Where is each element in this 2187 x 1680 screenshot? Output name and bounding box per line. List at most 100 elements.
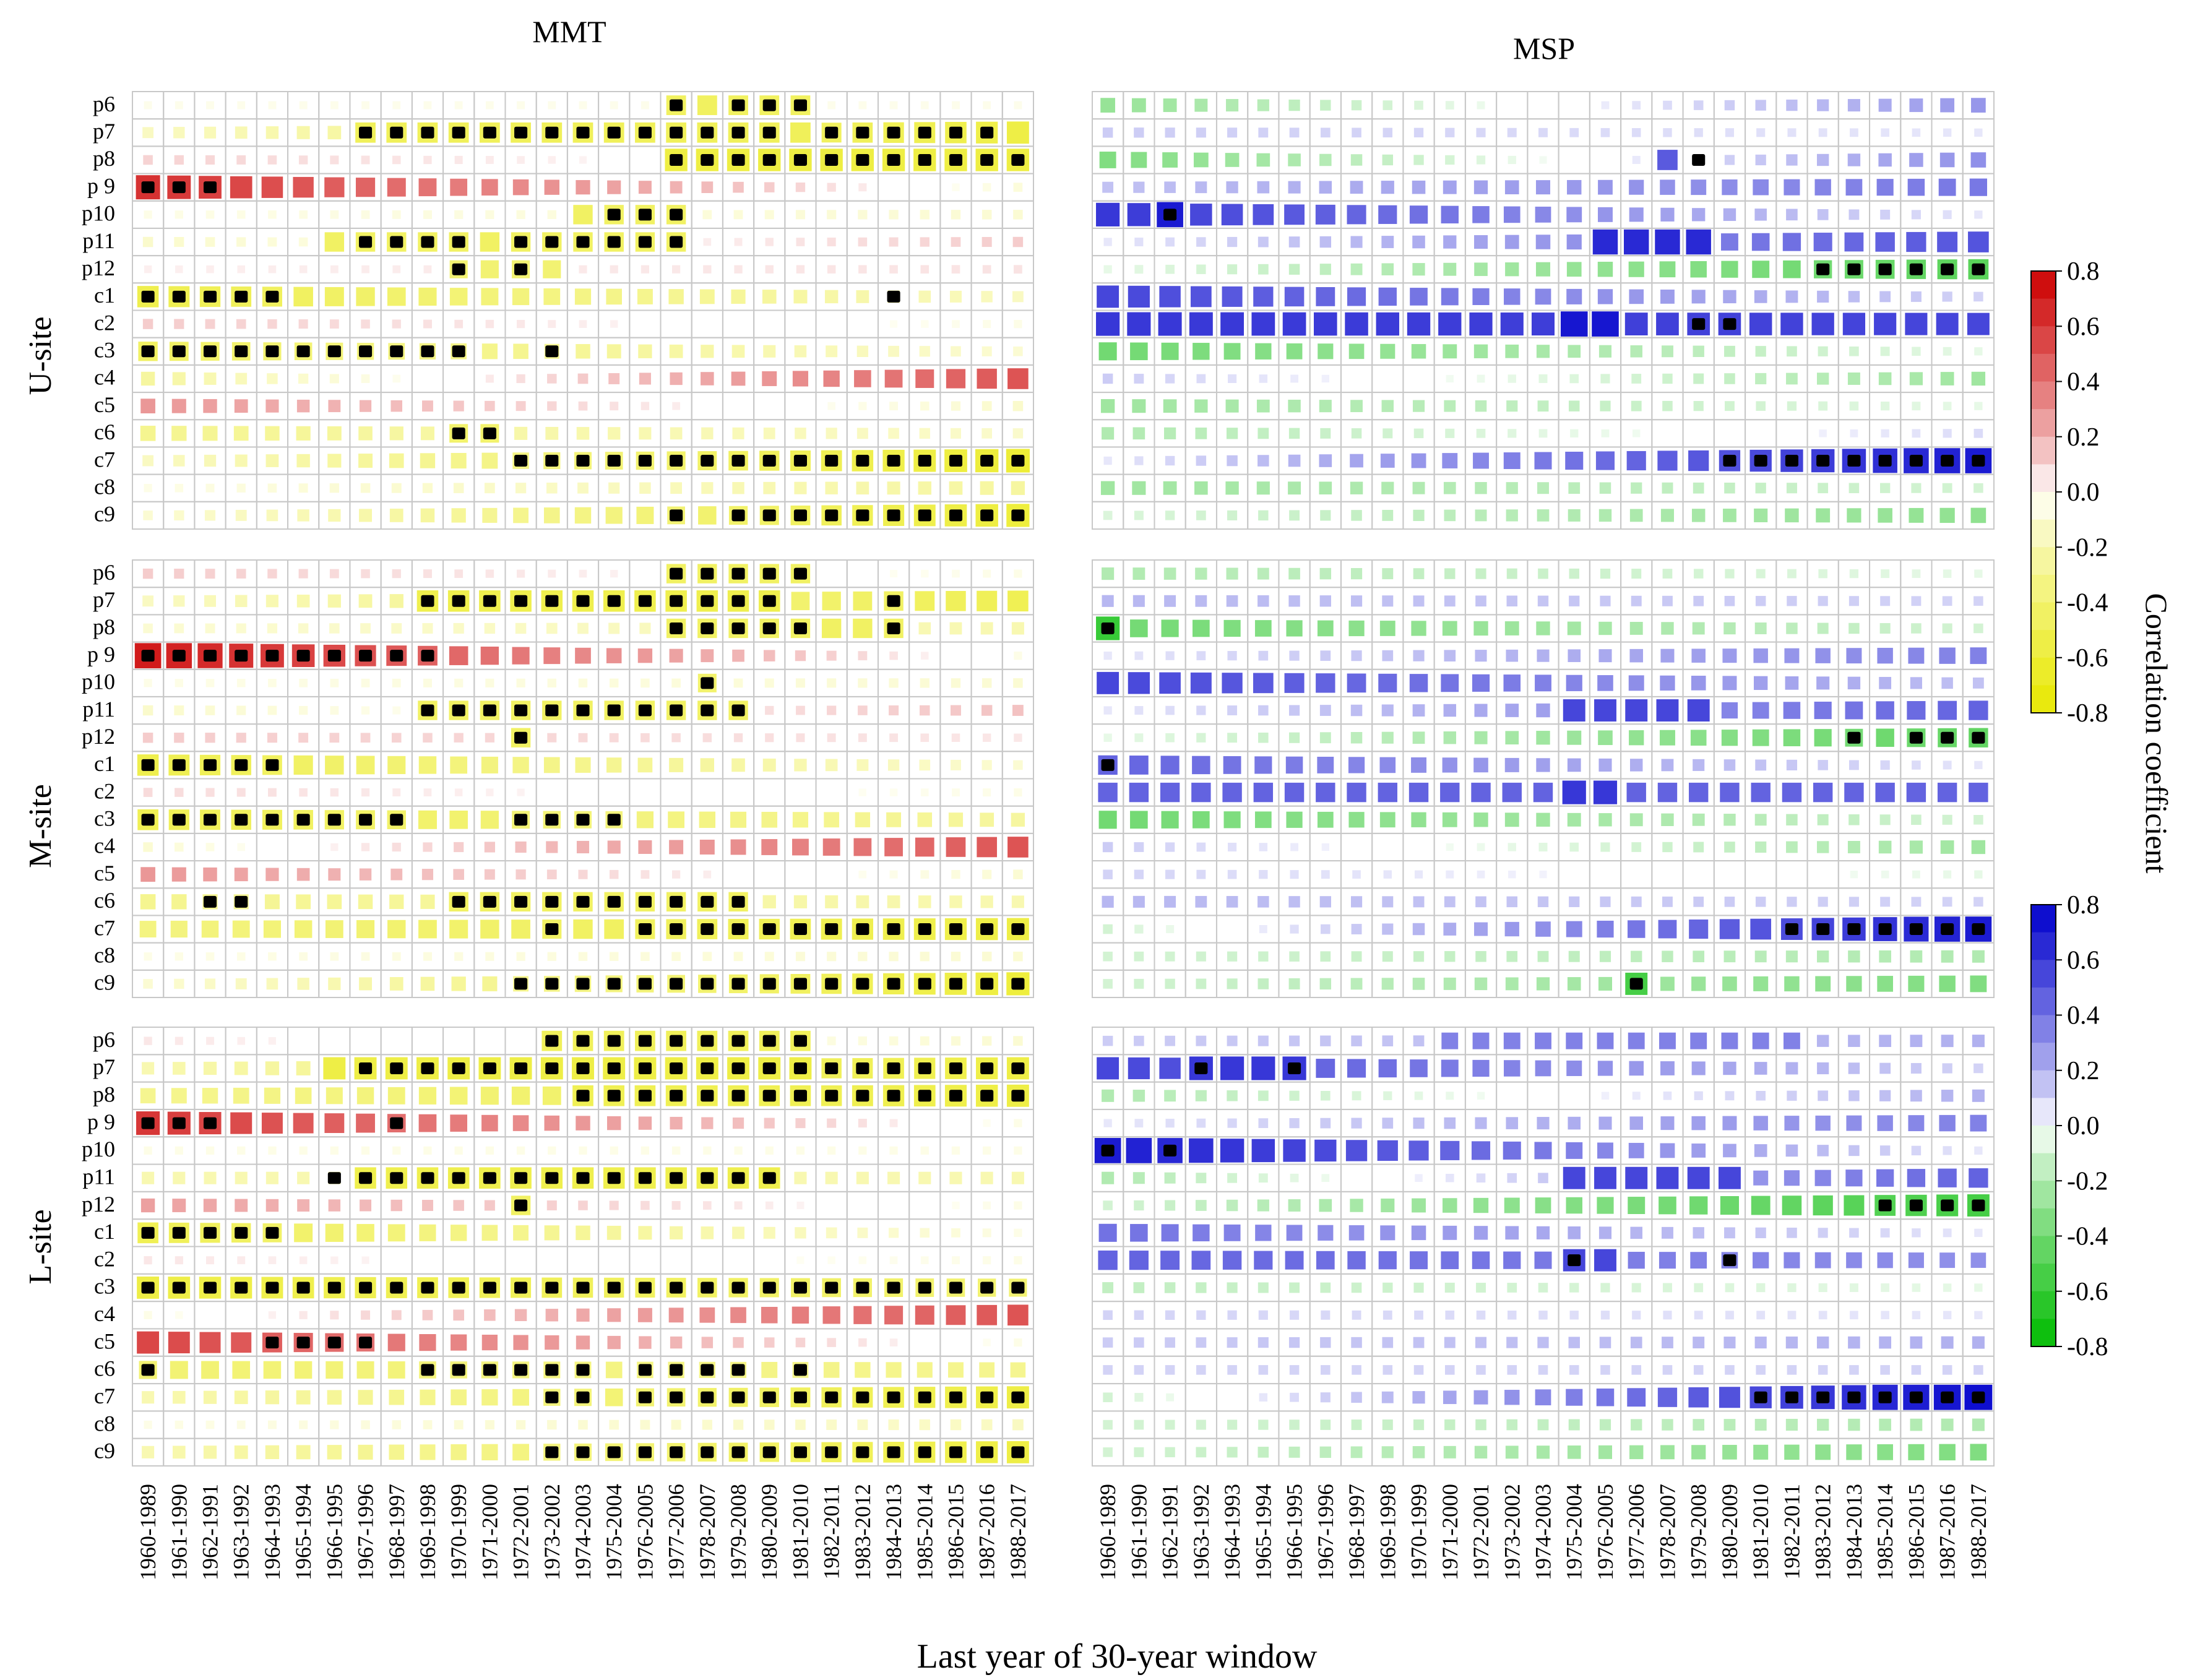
cell-value xyxy=(1289,127,1300,138)
cell-value xyxy=(480,920,499,939)
cell-value xyxy=(422,483,433,493)
significance-marker xyxy=(856,509,869,522)
cell-value xyxy=(204,454,217,467)
significance-marker xyxy=(235,895,248,908)
cell-value xyxy=(1816,508,1831,523)
significance-marker xyxy=(1941,263,1954,275)
cell-value xyxy=(485,678,494,687)
cell-value xyxy=(1693,373,1704,384)
cell-value xyxy=(1662,950,1673,962)
significance-marker xyxy=(731,567,745,580)
cell-value xyxy=(761,1307,778,1324)
cell-value xyxy=(1381,400,1394,412)
cell-value xyxy=(796,871,804,878)
significance-marker xyxy=(638,1391,652,1403)
cell-value xyxy=(1131,152,1147,168)
cell-value xyxy=(1847,153,1861,166)
cell-value xyxy=(1102,895,1114,908)
cell-value xyxy=(918,895,931,908)
cell-value xyxy=(858,870,867,879)
cell-value xyxy=(671,733,681,743)
cell-value xyxy=(889,705,899,716)
cell-value xyxy=(1663,871,1672,878)
cell-value xyxy=(1568,509,1581,522)
cell-value xyxy=(516,210,525,219)
cell-value xyxy=(1165,264,1175,274)
cell-value xyxy=(449,810,468,829)
significance-marker xyxy=(856,1391,869,1403)
cell-value xyxy=(1348,757,1365,773)
cell-value xyxy=(949,895,962,908)
cell-value xyxy=(237,101,246,110)
cell-value xyxy=(1508,374,1516,383)
significance-marker xyxy=(670,1090,683,1102)
cell-value xyxy=(1600,842,1610,852)
cell-value xyxy=(297,978,309,990)
cell-value xyxy=(1319,153,1332,166)
cell-value xyxy=(356,1361,374,1379)
cell-value xyxy=(609,678,619,688)
cell-value xyxy=(1750,918,1772,940)
cell-value xyxy=(920,952,930,962)
significance-marker xyxy=(638,978,652,990)
cell-value xyxy=(919,428,930,439)
significance-marker xyxy=(670,236,683,248)
cell-value xyxy=(951,1146,960,1155)
significance-marker xyxy=(887,153,900,166)
cell-value xyxy=(421,869,434,881)
cell-value xyxy=(392,569,401,579)
cell-value xyxy=(1661,759,1674,772)
significance-marker xyxy=(545,236,559,248)
cell-value xyxy=(701,649,714,663)
cell-value xyxy=(1569,595,1580,606)
cell-value xyxy=(636,811,654,829)
cell-value xyxy=(1631,128,1641,137)
significance-marker xyxy=(514,978,528,990)
cell-value xyxy=(638,1226,652,1240)
cell-value xyxy=(1943,760,1952,770)
significance-marker xyxy=(141,181,155,194)
cell-value xyxy=(1227,455,1238,467)
cell-value xyxy=(638,344,652,358)
cell-value xyxy=(547,210,556,220)
cell-value xyxy=(1845,701,1863,720)
cell-value xyxy=(827,788,835,796)
cell-value xyxy=(1599,482,1611,494)
cell-value xyxy=(1847,99,1860,112)
significance-marker xyxy=(421,345,434,358)
cell-value xyxy=(1974,210,1983,219)
cell-value xyxy=(1413,127,1424,137)
cell-value xyxy=(1286,343,1303,360)
cell-value xyxy=(952,1119,960,1127)
cell-value xyxy=(142,455,154,467)
cell-value xyxy=(1659,261,1676,278)
cell-value xyxy=(265,426,280,441)
cell-value xyxy=(1942,897,1952,907)
significance-marker xyxy=(701,978,714,990)
row-label: p8 xyxy=(93,1082,115,1107)
cell-value xyxy=(327,1390,342,1405)
cell-value xyxy=(1013,210,1023,220)
cell-value xyxy=(329,569,339,579)
cell-value xyxy=(1818,346,1828,356)
cell-value xyxy=(1818,596,1828,606)
cell-value xyxy=(1288,978,1300,989)
cell-value xyxy=(171,398,186,413)
cell-value xyxy=(1258,510,1269,521)
cell-value xyxy=(1477,870,1485,879)
significance-marker xyxy=(949,1282,963,1294)
cell-value xyxy=(1943,210,1952,219)
significance-marker xyxy=(265,1226,279,1239)
cell-value xyxy=(140,371,155,386)
cell-value xyxy=(1723,208,1736,222)
cell-value xyxy=(641,402,650,410)
cell-value xyxy=(234,1061,248,1075)
cell-value xyxy=(330,1311,339,1320)
cell-value xyxy=(480,811,499,829)
cell-value xyxy=(856,481,869,495)
cell-value xyxy=(1134,951,1144,962)
cell-value xyxy=(733,210,743,220)
row-label: c8 xyxy=(94,942,115,967)
cell-value xyxy=(1259,869,1268,879)
significance-marker xyxy=(483,1062,496,1074)
